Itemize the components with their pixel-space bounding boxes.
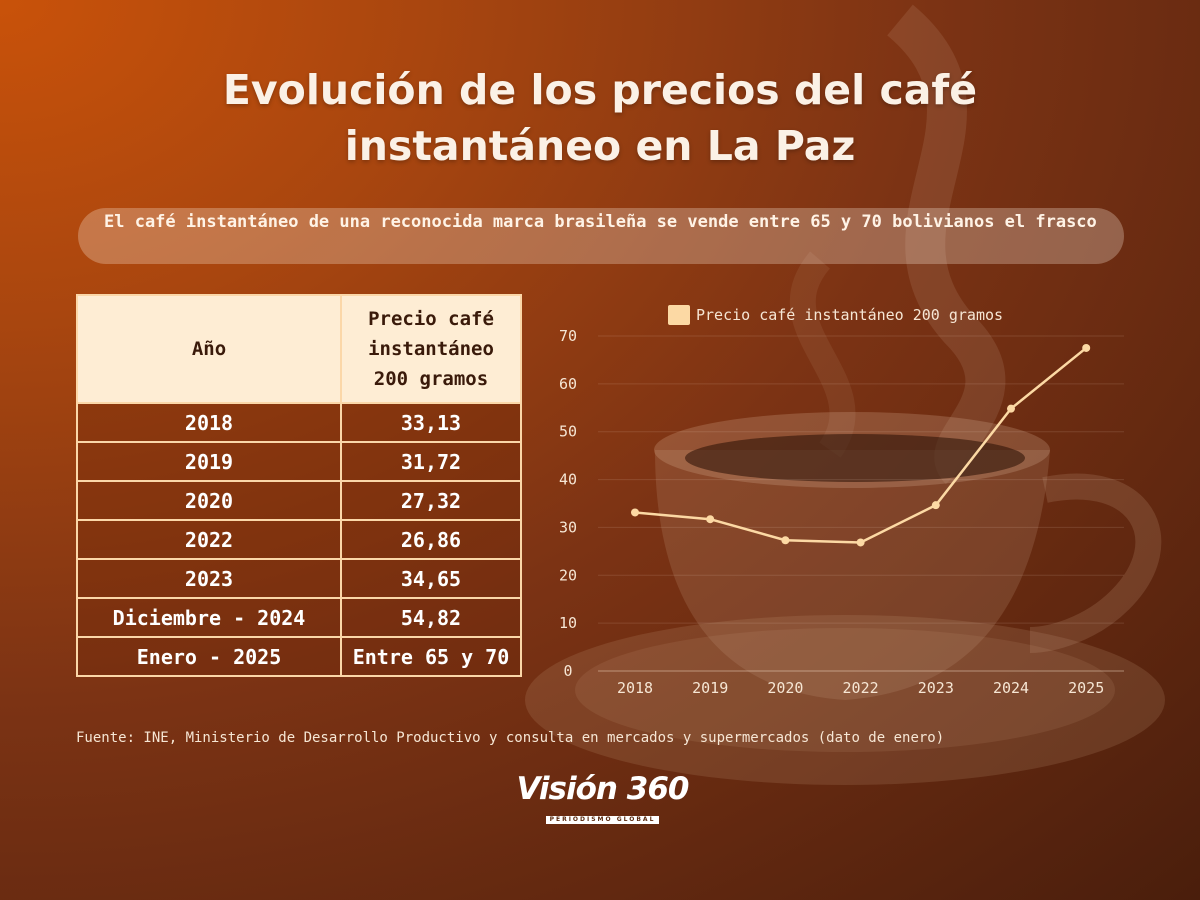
data-point (856, 538, 865, 547)
cell-price: 54,82 (340, 597, 522, 638)
steam-icon (886, 4, 1006, 485)
table-row: 2022 26,86 (76, 519, 522, 560)
x-tick-label: 2024 (993, 679, 1029, 697)
y-tick-label: 30 (559, 518, 577, 536)
y-tick-label: 20 (559, 566, 577, 584)
table-row: Diciembre - 2024 54,82 (76, 597, 522, 638)
data-point (1007, 404, 1015, 413)
y-tick-label: 10 (559, 614, 577, 632)
legend-label: Precio café instantáneo 200 gramos (696, 306, 1003, 324)
table-row: 2020 27,32 (76, 480, 522, 521)
cell-year: 2022 (76, 519, 342, 560)
header-price-line-1: Precio café (368, 308, 494, 330)
x-tick-label: 2022 (843, 679, 879, 697)
header-year: Año (76, 294, 342, 404)
cell-price: 27,32 (340, 480, 522, 521)
vision360-logo: Visión 360 PERIODISMO GLOBAL (515, 772, 690, 825)
header-price-line-3: 200 gramos (373, 368, 489, 390)
data-point (706, 515, 715, 524)
cell-price: 26,86 (340, 519, 522, 560)
cell-year: Diciembre - 2024 (76, 597, 342, 638)
data-point (931, 501, 940, 510)
table-row: 2023 34,65 (76, 558, 522, 599)
x-tick-label: 2019 (692, 679, 728, 697)
x-tick-label: 2020 (767, 679, 803, 697)
subtitle-text: El café instantáneo de una reconocida ma… (104, 212, 1097, 232)
source-note: Fuente: INE, Ministerio de Desarrollo Pr… (76, 730, 945, 746)
logo-text: Visión 360 (516, 771, 689, 807)
data-point (631, 508, 639, 517)
header-price: Precio café instantáneo 200 gramos (340, 294, 522, 404)
data-point (1082, 343, 1091, 352)
legend-swatch (668, 305, 690, 325)
x-tick-label: 2025 (1068, 679, 1104, 697)
page-title: Evolución de los precios del café instan… (150, 62, 1050, 174)
cell-year: 2019 (76, 441, 342, 482)
table-row: Enero - 2025 Entre 65 y 70 (76, 636, 522, 677)
cell-price: 31,72 (340, 441, 522, 482)
cell-year: Enero - 2025 (76, 636, 342, 677)
table-row: 2019 31,72 (76, 441, 522, 482)
cell-year: 2023 (76, 558, 342, 599)
title-line-1: Evolución de los precios del café (222, 66, 978, 114)
y-tick-label: 40 (559, 471, 577, 489)
cell-year: 2018 (76, 402, 342, 443)
x-tick-label: 2023 (918, 679, 954, 697)
cell-price: Entre 65 y 70 (340, 636, 522, 677)
logo-tagline: PERIODISMO GLOBAL (545, 816, 660, 824)
cell-price: 33,13 (340, 402, 522, 443)
title-line-2: instantáneo en La Paz (344, 122, 856, 170)
data-point (781, 536, 790, 545)
x-tick-label: 2018 (617, 679, 653, 697)
series-line (634, 346, 1087, 544)
y-tick-label: 50 (559, 423, 577, 441)
cell-year: 2020 (76, 480, 342, 521)
table-row: 2018 33,13 (76, 402, 522, 443)
cell-price: 34,65 (340, 558, 522, 599)
price-table: Año Precio café instantáneo 200 gramos 2… (76, 294, 522, 677)
header-price-line-2: instantáneo (368, 338, 494, 360)
y-tick-label: 60 (559, 375, 577, 393)
y-tick-label: 70 (559, 327, 577, 345)
y-tick-label: 0 (563, 662, 572, 680)
table-header-row: Año Precio café instantáneo 200 gramos (76, 294, 522, 404)
subtitle-banner: El café instantáneo de una reconocida ma… (78, 208, 1124, 264)
